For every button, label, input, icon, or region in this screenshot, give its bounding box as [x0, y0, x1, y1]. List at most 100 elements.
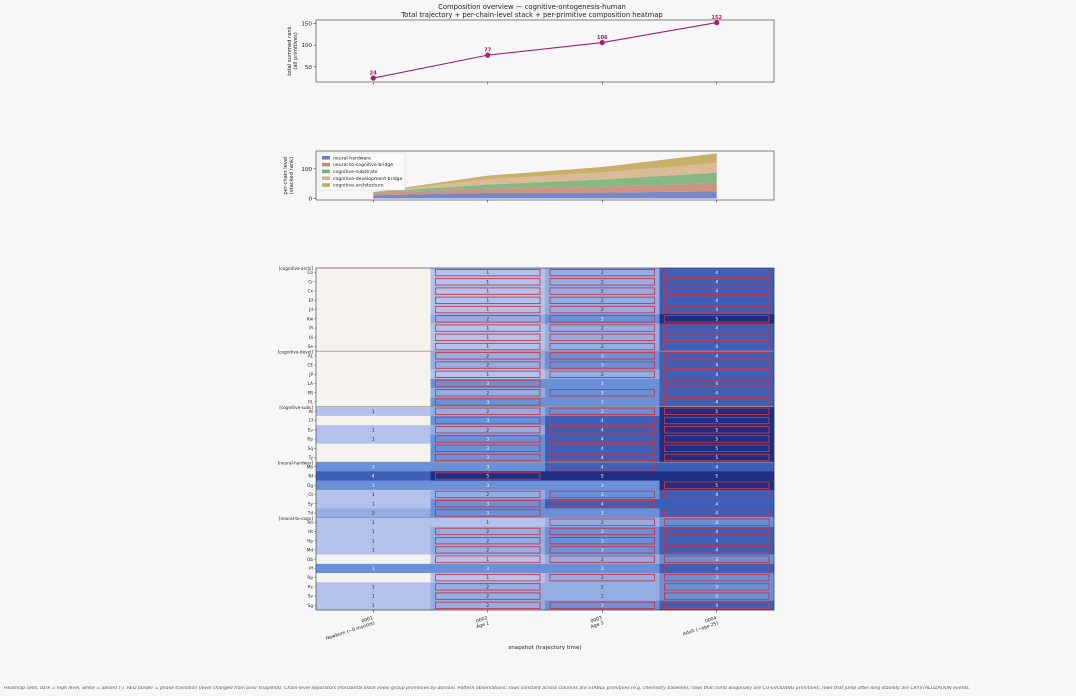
heatmap-transition-border	[435, 426, 541, 434]
heatmap-row-label: Kw	[307, 316, 314, 321]
heatmap-transition-border	[435, 352, 541, 360]
heatmap-row-label: JP	[308, 372, 313, 377]
heatmap-transition-border	[549, 287, 655, 295]
heatmap-transition-border	[664, 416, 770, 425]
heatmap-transition-border	[435, 407, 541, 415]
heatmap-row-label: Og	[307, 483, 313, 488]
heatmap-cell-value: 4	[715, 390, 718, 396]
heatmap-transition-border	[549, 268, 655, 277]
heatmap-cell	[659, 508, 775, 518]
heatmap-cell	[316, 452, 431, 463]
heatmap-cell-value: 1	[372, 538, 375, 544]
heatmap-cell-value: 3	[486, 566, 489, 572]
heatmap-row-label: Cr	[308, 279, 313, 284]
heatmap-transition-border	[435, 287, 541, 295]
heatmap-cell-value: 3	[601, 363, 604, 369]
heatmap-cell	[430, 378, 546, 389]
heatmap-cell-value: 4	[601, 437, 604, 443]
heatmap-cell	[316, 314, 431, 324]
heatmap-row-label: Ct	[308, 492, 313, 497]
heatmap-row-label: Jd	[308, 307, 313, 312]
area-legend-label: cognitive-development-bridge	[333, 176, 403, 182]
heatmap-cell	[430, 554, 546, 565]
heatmap-cell	[316, 591, 431, 602]
line-y-axis-label: total summed rank(all primitives)	[287, 26, 299, 75]
heatmap-cell	[316, 286, 431, 297]
heatmap-cell-value: 2	[601, 279, 604, 285]
heatmap-cell-value: 5	[715, 437, 718, 443]
area-series-cognitive-architecture	[373, 153, 717, 192]
area-y-tick-label: 100	[301, 167, 312, 173]
heatmap-transition-border	[664, 490, 770, 499]
heatmap-cell	[316, 471, 431, 481]
heatmap-cell	[316, 536, 431, 546]
heatmap-transition-border	[664, 537, 770, 545]
figure-subtitle: Total trajectory + per-chain-level stack…	[400, 11, 662, 19]
heatmap-cell-value: 2	[601, 289, 604, 295]
heatmap-cell	[545, 425, 660, 435]
heatmap-cell-value: 4	[601, 455, 604, 461]
heatmap-cell	[545, 508, 660, 518]
heatmap-transition-border	[435, 444, 541, 452]
heatmap-row-label: Sv	[308, 594, 314, 599]
heatmap-cell-value: 3	[601, 381, 604, 387]
heatmap-cell	[430, 545, 546, 555]
heatmap-transition-border	[549, 518, 655, 526]
heatmap-cell	[545, 268, 660, 278]
heatmap-cell-value: 4	[715, 363, 718, 369]
heatmap-row-label: At	[309, 409, 314, 414]
heatmap-transition-border	[549, 407, 655, 415]
heatmap-transition-border	[664, 592, 770, 600]
heatmap-transition-border	[435, 379, 541, 388]
heatmap-cell-value: 3	[486, 501, 489, 507]
heatmap-cell	[430, 471, 546, 481]
heatmap-transition-border	[664, 315, 770, 323]
heatmap-transition-border	[549, 601, 655, 610]
heatmap-cell	[430, 332, 546, 343]
heatmap-cell-value: 4	[715, 344, 718, 350]
heatmap-cell-value: 1	[486, 289, 489, 295]
figure-caption: Heatmap cells: dark = high level, white …	[4, 686, 971, 691]
heatmap-cell-value: 5	[715, 474, 718, 480]
heatmap-cell	[545, 406, 660, 417]
heatmap-cell	[659, 369, 775, 380]
heatmap-cell	[545, 277, 660, 287]
heatmap-cell-value: 1	[486, 335, 489, 341]
heatmap-row-label: Ob	[307, 557, 313, 562]
heatmap-cell-value: 4	[715, 566, 718, 572]
heatmap-transition-border	[549, 305, 655, 314]
heatmap-cell	[659, 434, 775, 444]
line-point	[714, 20, 720, 26]
heatmap-row-label: Rp	[307, 437, 313, 442]
heatmap-cell-value: 3	[372, 566, 375, 572]
heatmap-cell-value: 1	[486, 520, 489, 526]
heatmap-transition-border	[664, 453, 770, 462]
heatmap-cell-value: 3	[486, 437, 489, 443]
heatmap-transition-border	[435, 509, 541, 517]
heatmap-cell-value: 1	[486, 557, 489, 563]
line-point	[370, 75, 376, 81]
heatmap-cell	[430, 462, 546, 472]
heatmap-transition-border	[549, 370, 655, 378]
heatmap-transition-border	[664, 601, 770, 610]
heatmap-cell	[545, 388, 660, 398]
heatmap-transition-border	[664, 333, 770, 341]
heatmap-cell-value: 5	[715, 483, 718, 489]
heatmap-cell-value: 4	[715, 270, 718, 276]
heatmap-cell	[545, 415, 660, 426]
heatmap-cell-value: 1	[372, 437, 375, 443]
heatmap-transition-border	[664, 324, 770, 332]
heatmap-cell-value: 5	[715, 418, 718, 424]
heatmap-cell-value: 3	[486, 418, 489, 424]
heatmap-cell-value: 4	[715, 400, 718, 406]
heatmap-transition-border	[664, 426, 770, 434]
heatmap-transition-border	[435, 472, 541, 480]
heatmap-cell-value: 4	[601, 427, 604, 433]
area-legend-swatch	[322, 183, 330, 187]
heatmap-cell-value: 4	[601, 418, 604, 424]
heatmap-axes-frame	[315, 267, 775, 611]
heatmap-cell-value: 1	[372, 427, 375, 433]
line-data-label: 106	[597, 35, 608, 41]
heatmap-cell	[430, 323, 546, 334]
